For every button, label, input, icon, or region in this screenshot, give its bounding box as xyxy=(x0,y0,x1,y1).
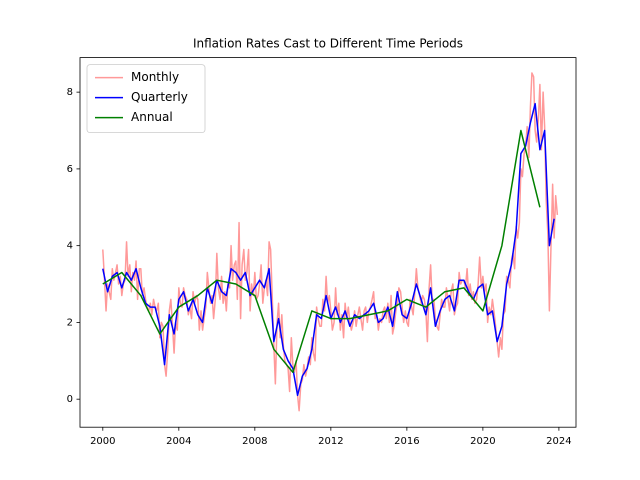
plot-frame xyxy=(79,57,577,428)
legend-label: Monthly xyxy=(131,70,179,84)
y-tick-label: 6 xyxy=(67,164,73,175)
legend: Monthly Quarterly Annual xyxy=(86,64,206,133)
x-tick-label: 2016 xyxy=(394,436,419,447)
legend-label: Annual xyxy=(131,110,173,124)
x-tick-label: 2020 xyxy=(470,436,495,447)
legend-label: Quarterly xyxy=(131,90,188,104)
chart-title: Inflation Rates Cast to Different Time P… xyxy=(193,37,463,51)
x-tick-label: 2004 xyxy=(166,436,191,447)
y-tick-label: 0 xyxy=(67,394,73,405)
legend-box xyxy=(86,64,206,133)
y-tick-label: 4 xyxy=(67,241,73,252)
x-tick-label: 2024 xyxy=(546,436,571,447)
series-line xyxy=(102,102,555,397)
x-tick-label: 2008 xyxy=(242,436,267,447)
x-tick-label: 2000 xyxy=(90,436,115,447)
y-tick-label: 2 xyxy=(67,317,73,328)
series-line xyxy=(102,129,541,374)
x-tick-label: 2012 xyxy=(318,436,343,447)
y-tick-label: 8 xyxy=(67,87,73,98)
